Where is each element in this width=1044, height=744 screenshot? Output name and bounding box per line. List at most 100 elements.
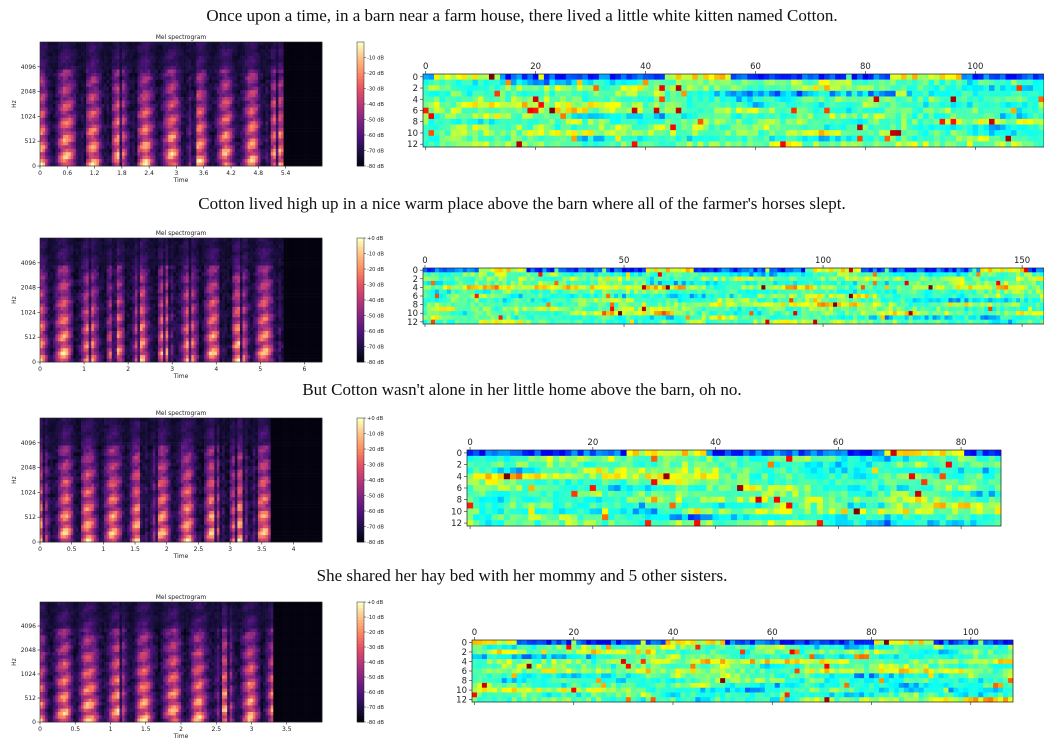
colorbar-tick-label: -80 dB (367, 540, 384, 546)
spectrogram-xtick-label: 0.5 (67, 546, 77, 553)
mfcc-xtick-label: 0 (467, 438, 472, 448)
spectrogram-xtick-label: 3 (170, 366, 174, 373)
colorbar-tick-label: +0 dB (367, 416, 384, 422)
spectrogram-ytick-label: 4096 (21, 64, 36, 71)
mfcc-xtick-label: 80 (956, 438, 967, 448)
colorbar-tick-label: -40 dB (367, 660, 384, 666)
mfcc-ytick-label: 2 (413, 84, 418, 94)
spectrogram-ytick-label: 2048 (21, 465, 36, 472)
mfcc-xtick-label: 80 (866, 628, 877, 638)
spectrogram-title: Mel spectrogram (156, 230, 207, 237)
mfcc-ytick-label: 0 (462, 638, 467, 648)
colorbar-tick-label: -20 dB (367, 447, 384, 453)
colorbar-tick-label: -20 dB (367, 630, 384, 636)
spectrogram-xtick-label: 1 (101, 546, 105, 553)
mfcc-ytick-label: 2 (413, 275, 418, 285)
spectrogram-ylabel: Hz (11, 658, 18, 666)
mfcc-xtick-label: 60 (767, 628, 778, 638)
spectrogram-title: Mel spectrogram (156, 410, 207, 417)
spectrogram-ytick-label: 2048 (21, 89, 36, 96)
spectrogram-xtick-label: 0 (38, 726, 42, 733)
colorbar-tick-label: -10 dB (367, 615, 384, 621)
spectrogram-ytick-label: 1024 (21, 113, 36, 120)
colorbar-tick-label: -40 dB (367, 298, 384, 304)
colorbar-tick-label: -30 dB (367, 463, 384, 469)
spectrogram-xtick-label: 5.4 (281, 170, 291, 177)
spectrogram-frame (39, 41, 323, 167)
mfcc-ytick-label: 6 (457, 484, 462, 494)
spectrogram-xtick-label: 1.8 (117, 170, 127, 177)
mfcc-ytick-label: 4 (457, 472, 462, 482)
mfcc-ytick-label: 2 (457, 461, 462, 471)
spectrogram-ytick-label: 1024 (21, 309, 36, 316)
mfcc-xtick-label: 80 (860, 62, 871, 72)
mel-spectrogram-2: Mel spectrogram 0 1 2 3 4 5 6 Time 0 512 1024 2048 40… (11, 230, 384, 380)
spectrogram-ylabel: Hz (11, 476, 18, 484)
colorbar-tick-label: -60 dB (367, 509, 384, 515)
colorbar-tick-label: -50 dB (367, 675, 384, 681)
mfcc-xtick-label: 20 (530, 62, 541, 72)
caption-1: Once upon a time, in a barn near a farm … (0, 6, 1044, 26)
mfcc-ytick-label: 8 (462, 677, 467, 687)
mfcc-ytick-label: 6 (413, 107, 418, 117)
colorbar-tick-label: -20 dB (367, 267, 384, 273)
spectrogram-xtick-label: 0 (38, 546, 42, 553)
mfcc-ytick-label: 0 (457, 449, 462, 459)
colorbar-tick-label: -80 dB (367, 720, 384, 726)
spectrogram-ytick-label: 4096 (21, 623, 36, 630)
colorbar-tick-label: +0 dB (367, 236, 384, 242)
mel-spectrogram-1: Mel spectrogram 0 0.6 1.2 1.8 2.4 3 3.6 4.2 4.8 5.… (11, 34, 384, 184)
mfcc-xtick-label: 100 (963, 628, 979, 638)
spectrogram-xlabel: Time (173, 553, 189, 560)
mel-spectrogram-3: Mel spectrogram 0 0.5 1 1.5 2 2.5 3 3.5 4 Time 0 512… (11, 410, 384, 560)
spectrogram-xtick-label: 1 (82, 366, 86, 373)
spectrogram-xtick-label: 1 (109, 726, 113, 733)
spectrogram-frame (39, 417, 323, 543)
spectrogram-xtick-label: 3 (250, 726, 254, 733)
colorbar-tick-label: -10 dB (367, 56, 384, 62)
spectrogram-xlabel: Time (173, 177, 189, 184)
colorbar-tick-label: -70 dB (367, 705, 384, 711)
colorbar-tick-label: -40 dB (367, 102, 384, 108)
caption-4: She shared her hay bed with her mommy an… (0, 566, 1044, 586)
spectrogram-ytick-label: 512 (25, 514, 37, 521)
mfcc-xtick-label: 60 (750, 62, 761, 72)
colorbar-tick-label: -70 dB (367, 345, 384, 351)
spectrogram-xtick-label: 0 (38, 366, 42, 373)
colorbar-tick-label: -50 dB (367, 118, 384, 124)
mfcc-xtick-label: 60 (833, 438, 844, 448)
spectrogram-xtick-label: 2 (126, 366, 130, 373)
mfcc-ytick-label: 10 (456, 686, 467, 696)
spectrogram-xtick-label: 1.5 (130, 546, 140, 553)
spectrogram-xtick-label: 3 (175, 170, 179, 177)
mfcc-xtick-label: 100 (967, 62, 983, 72)
spectrogram-ytick-label: 1024 (21, 489, 36, 496)
colorbar-tick-label: -20 dB (367, 71, 384, 77)
mfcc-cells (423, 74, 1044, 148)
spectrogram-ylabel: Hz (11, 100, 18, 108)
spectrogram-xtick-label: 1.5 (141, 726, 151, 733)
colorbar-tick-label: -80 dB (367, 360, 384, 366)
spectrogram-xtick-label: 4.2 (226, 170, 236, 177)
spectrogram-xtick-label: 6 (302, 366, 306, 373)
mfcc-xtick-label: 0 (423, 62, 428, 72)
mfcc-ytick-label: 12 (407, 318, 418, 328)
mfcc-xtick-label: 0 (422, 256, 427, 266)
mfcc-cells (423, 268, 1044, 325)
mfcc-ytick-label: 8 (413, 301, 418, 311)
mfcc-xtick-label: 40 (668, 628, 679, 638)
mfcc-ytick-label: 10 (451, 507, 462, 517)
mfcc-xtick-label: 20 (568, 628, 579, 638)
colorbar-tick-label: -30 dB (367, 87, 384, 93)
colorbar-tick-label: -30 dB (367, 283, 384, 289)
mfcc-ytick-label: 6 (413, 292, 418, 302)
caption-2: Cotton lived high up in a nice warm plac… (0, 194, 1044, 214)
spectrogram-xtick-label: 2 (179, 726, 183, 733)
colorbar-tick-label: -50 dB (367, 314, 384, 320)
spectrogram-ytick-label: 1024 (21, 671, 36, 678)
colorbar-tick-label: -70 dB (367, 525, 384, 531)
mfcc-ytick-label: 6 (462, 667, 467, 677)
colorbar-tick-label: -50 dB (367, 494, 384, 500)
spectrogram-ytick-label: 2048 (21, 647, 36, 654)
